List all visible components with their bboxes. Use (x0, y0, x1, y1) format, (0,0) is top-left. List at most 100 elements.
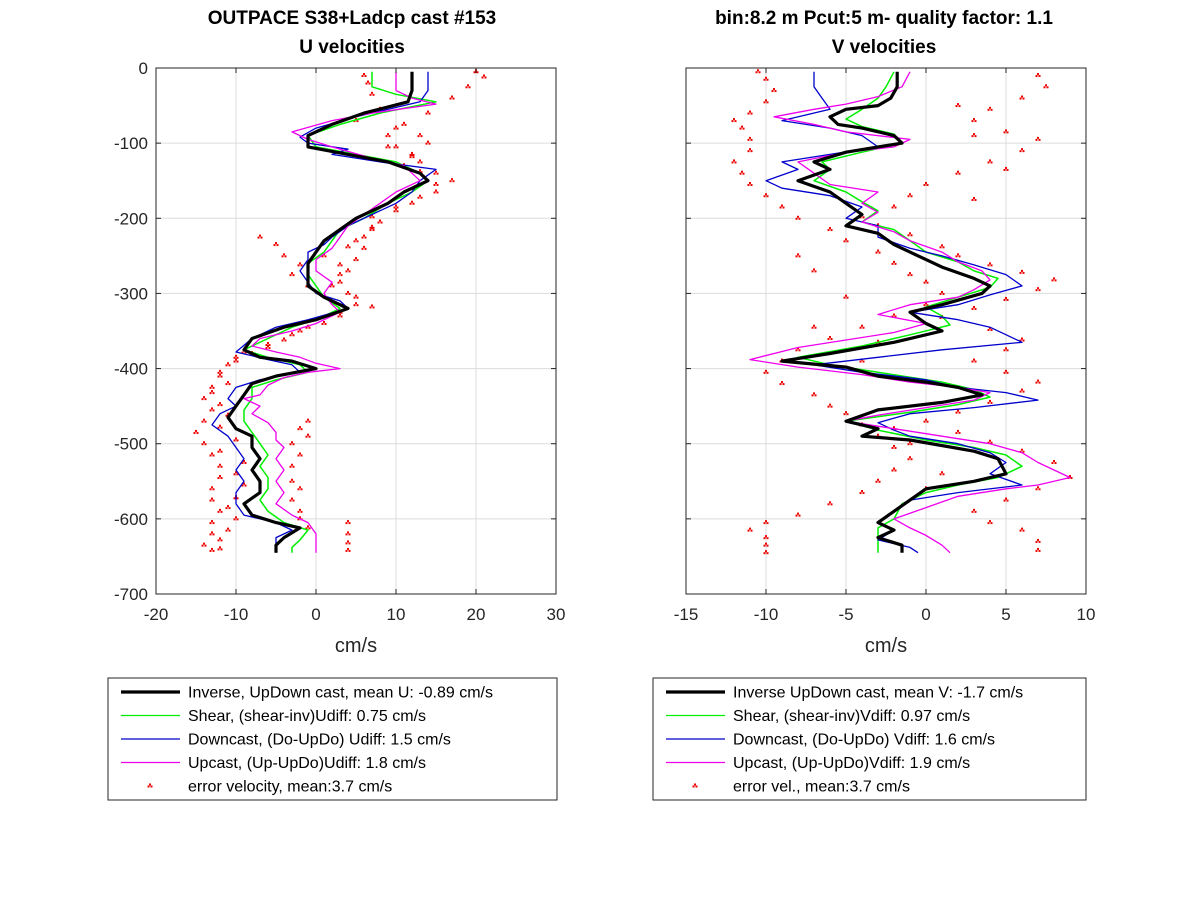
u-error-point-right (292, 465, 295, 468)
v-error-point-top (1021, 95, 1023, 98)
u-error-point (201, 396, 207, 401)
u-error-point-top (203, 396, 205, 399)
u-error-point (241, 460, 247, 464)
u-error-point-left (353, 304, 356, 307)
u-error-point-top (259, 234, 261, 237)
v-error-point-left (987, 441, 990, 444)
u-error-point-right (308, 435, 311, 438)
u-error-point-left (345, 292, 348, 295)
v-error-point-top (845, 294, 847, 297)
u-error-point-right (212, 522, 215, 525)
u-error-point (265, 345, 271, 350)
v-error-point-left (1019, 97, 1022, 100)
u-error-point-right (308, 420, 311, 423)
u-error-point (353, 118, 359, 123)
v-error-point-left (827, 405, 830, 408)
u-error-point (225, 362, 231, 367)
u-error-point-left (257, 236, 260, 239)
u-legend-label: Inverse, UpDown cast, mean U: -0.89 cm/s (188, 685, 493, 702)
v-error-point-left (891, 315, 894, 318)
u-error-point (297, 452, 303, 457)
v-error-point-right (1038, 549, 1041, 552)
u-error-point (449, 95, 455, 100)
u-error-point-right (212, 488, 215, 491)
v-error-point (923, 181, 929, 186)
u-error-point (305, 418, 311, 423)
u-error-point-left (233, 497, 236, 500)
v-error-point-right (990, 522, 993, 525)
u-error-point (289, 332, 295, 337)
v-error-point-right (830, 338, 833, 341)
v-error-point-top (813, 324, 815, 327)
v-error-point-right (878, 251, 881, 254)
v-error-point-right (798, 514, 801, 517)
u-error-point-left (361, 236, 364, 239)
v-error-point (747, 527, 753, 532)
u-error-point-right (300, 510, 303, 513)
v-error-point-right (830, 405, 833, 408)
u-error-point-left (217, 404, 220, 407)
v-error-point (763, 369, 769, 374)
v-error-point-left (731, 120, 734, 123)
v-error-point-right (894, 206, 897, 209)
u-error-point-right (340, 281, 343, 284)
v-error-point-top (1005, 347, 1007, 350)
v-error-point-top (1037, 136, 1039, 139)
u-error-point-left (465, 86, 468, 89)
v-error-point-top (957, 253, 959, 256)
u-error-point-left (369, 216, 372, 219)
u-error-point (201, 418, 207, 423)
v-legend-label: Inverse UpDown cast, mean V: -1.7 cm/s (733, 685, 1023, 702)
v-error-point (827, 403, 833, 408)
u-velocity-panel: OUTPACE S38+Ladcp cast #153 U velocities… (107, 8, 565, 801)
v-error-point-top (829, 227, 831, 230)
v-error-point-right (910, 443, 913, 446)
v-error-point-right (1006, 499, 1009, 502)
u-error-point-top (371, 227, 373, 230)
u-error-point-top (291, 332, 293, 335)
u-error-point-left (305, 420, 308, 423)
u-error-point (433, 181, 439, 186)
v-error-point-left (763, 522, 766, 525)
v-error-point-right (894, 315, 897, 318)
u-error-point-left (361, 75, 364, 78)
u-error-point-left (345, 549, 348, 552)
u-error-point-left (209, 522, 212, 525)
v-error-point-top (765, 520, 767, 523)
v-error-point-left (763, 101, 766, 104)
v-error-point-left (987, 264, 990, 267)
u-error-point-right (396, 206, 399, 209)
u-error-point-top (291, 478, 293, 481)
u-error-point-left (297, 518, 300, 521)
v-error-point-right (878, 341, 881, 344)
v-error-point (763, 520, 769, 525)
u-error-point-left (209, 549, 212, 552)
v-error-point-top (909, 456, 911, 459)
v-error-point-top (989, 399, 991, 402)
u-error-point-right (340, 274, 343, 277)
v-error-point-left (923, 183, 926, 186)
u-error-point-top (339, 262, 341, 265)
u-xtick-label: 20 (467, 605, 486, 624)
v-error-point-right (958, 255, 961, 258)
v-error-point (907, 193, 913, 198)
u-error-point (281, 253, 287, 258)
u-error-point-right (396, 127, 399, 130)
u-error-point-top (371, 214, 373, 217)
v-error-point (843, 294, 849, 299)
u-error-point-left (289, 480, 292, 483)
u-error-point-left (409, 156, 412, 159)
v-error-point-top (797, 215, 799, 218)
u-error-point (345, 531, 351, 536)
u-x-axis-label: cm/s (335, 635, 377, 657)
u-error-point-left (433, 191, 436, 194)
u-error-point-top (275, 242, 277, 245)
u-error-point-right (428, 142, 431, 145)
u-error-point-left (233, 356, 236, 359)
u-error-point-left (433, 172, 436, 175)
u-error-point-left (233, 473, 236, 476)
u-error-point-top (203, 418, 205, 421)
v-error-point (779, 381, 785, 386)
u-error-point (217, 402, 223, 407)
u-error-point-right (300, 488, 303, 491)
